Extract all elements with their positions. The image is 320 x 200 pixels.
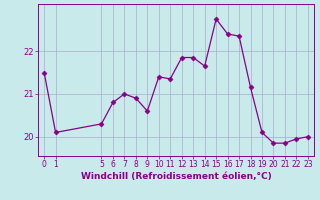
X-axis label: Windchill (Refroidissement éolien,°C): Windchill (Refroidissement éolien,°C) [81,172,271,181]
